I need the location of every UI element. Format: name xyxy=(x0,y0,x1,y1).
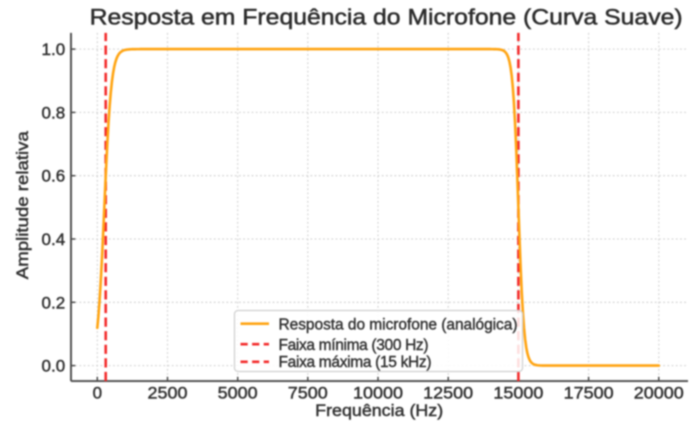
svg-text:0.6: 0.6 xyxy=(42,167,66,186)
svg-text:10000: 10000 xyxy=(353,384,403,403)
svg-text:0: 0 xyxy=(93,384,102,403)
svg-text:Amplitude relativa: Amplitude relativa xyxy=(14,130,32,279)
svg-text:0.2: 0.2 xyxy=(42,293,66,312)
svg-text:7500: 7500 xyxy=(288,384,328,403)
svg-text:15000: 15000 xyxy=(493,384,543,403)
svg-text:Frequência (Hz): Frequência (Hz) xyxy=(315,402,443,420)
svg-text:20000: 20000 xyxy=(634,384,684,403)
svg-text:0.0: 0.0 xyxy=(42,357,66,376)
svg-text:Faixa mínima (300 Hz): Faixa mínima (300 Hz) xyxy=(279,337,429,354)
svg-text:17500: 17500 xyxy=(564,384,614,403)
svg-text:0.4: 0.4 xyxy=(42,230,66,249)
svg-text:Resposta do microfone (analógi: Resposta do microfone (analógica) xyxy=(279,316,518,333)
svg-text:2500: 2500 xyxy=(148,384,188,403)
svg-text:12500: 12500 xyxy=(423,384,473,403)
svg-text:5000: 5000 xyxy=(218,384,258,403)
svg-text:1.0: 1.0 xyxy=(42,40,66,59)
svg-text:Faixa máxima (15 kHz): Faixa máxima (15 kHz) xyxy=(279,354,432,371)
svg-text:Resposta em Frequência do Micr: Resposta em Frequência do Microfone (Cur… xyxy=(90,5,683,30)
svg-text:0.8: 0.8 xyxy=(42,103,66,122)
